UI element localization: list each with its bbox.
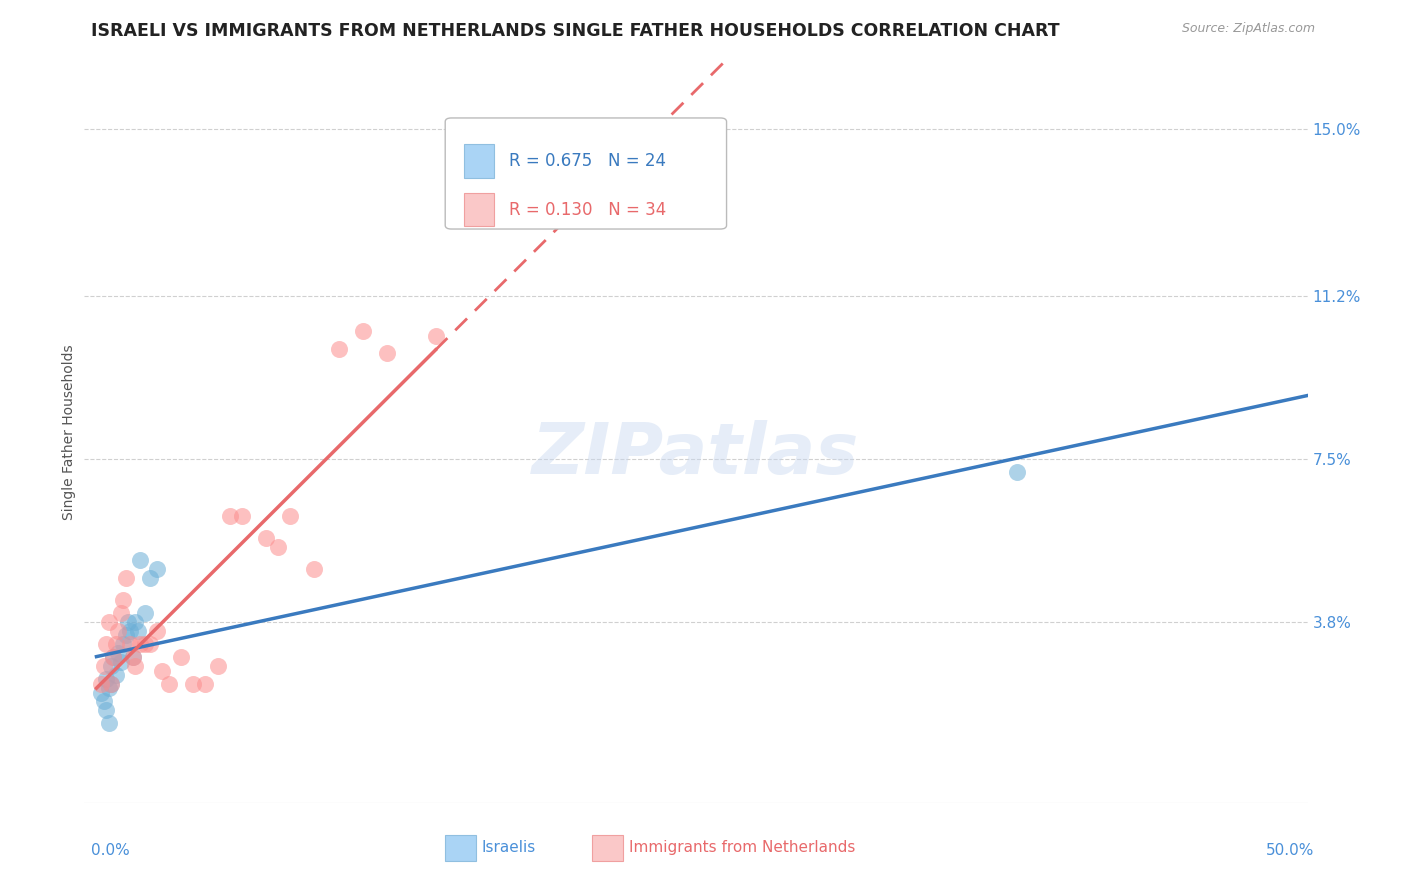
Point xyxy=(103,650,125,665)
Point xyxy=(267,540,290,554)
FancyBboxPatch shape xyxy=(446,118,727,229)
Text: ISRAELI VS IMMIGRANTS FROM NETHERLANDS SINGLE FATHER HOUSEHOLDS CORRELATION CHAR: ISRAELI VS IMMIGRANTS FROM NETHERLANDS S… xyxy=(91,22,1060,40)
Text: 50.0%: 50.0% xyxy=(1267,843,1315,858)
Point xyxy=(100,659,122,673)
Point xyxy=(100,677,122,691)
Y-axis label: Single Father Households: Single Father Households xyxy=(62,345,76,520)
Point xyxy=(425,328,447,343)
Point xyxy=(96,637,118,651)
Point xyxy=(218,509,240,524)
Point xyxy=(112,637,135,651)
Point xyxy=(90,677,112,691)
Point xyxy=(114,571,136,585)
Point xyxy=(157,677,180,691)
Point xyxy=(121,650,143,665)
FancyBboxPatch shape xyxy=(592,835,623,861)
Point xyxy=(139,571,162,585)
Point xyxy=(134,607,156,621)
Text: Source: ZipAtlas.com: Source: ZipAtlas.com xyxy=(1181,22,1315,36)
Text: 0.0%: 0.0% xyxy=(91,843,131,858)
Text: ZIPatlas: ZIPatlas xyxy=(533,420,859,490)
Point xyxy=(100,677,122,691)
Point xyxy=(129,637,152,651)
Point xyxy=(170,650,193,665)
Point xyxy=(104,668,127,682)
Point xyxy=(139,637,162,651)
FancyBboxPatch shape xyxy=(464,193,494,227)
Point xyxy=(110,655,132,669)
Point xyxy=(96,673,118,687)
Point xyxy=(120,624,142,638)
Point xyxy=(114,628,136,642)
Point xyxy=(278,509,301,524)
Point xyxy=(207,659,229,673)
Point xyxy=(121,650,143,665)
Point xyxy=(93,659,115,673)
Point xyxy=(1005,465,1028,479)
Point xyxy=(127,624,149,638)
Point xyxy=(117,615,139,629)
Text: R = 0.130   N = 34: R = 0.130 N = 34 xyxy=(509,201,666,219)
Point xyxy=(120,637,142,651)
FancyBboxPatch shape xyxy=(446,835,475,861)
Point xyxy=(110,607,132,621)
Point xyxy=(112,593,135,607)
Point xyxy=(146,624,169,638)
Point xyxy=(107,646,129,660)
Text: Israelis: Israelis xyxy=(482,839,536,855)
Point xyxy=(352,324,374,338)
Point xyxy=(146,562,169,576)
Point xyxy=(104,637,127,651)
Point xyxy=(254,532,277,546)
Point xyxy=(194,677,217,691)
Text: Immigrants from Netherlands: Immigrants from Netherlands xyxy=(628,839,855,855)
Point xyxy=(97,681,120,696)
Point xyxy=(97,716,120,731)
Point xyxy=(231,509,253,524)
Point xyxy=(124,615,146,629)
Point xyxy=(375,346,398,360)
Point xyxy=(93,694,115,708)
Text: R = 0.675   N = 24: R = 0.675 N = 24 xyxy=(509,152,666,170)
Point xyxy=(129,553,152,567)
Point xyxy=(107,624,129,638)
Point xyxy=(96,703,118,717)
Point xyxy=(304,562,326,576)
Point xyxy=(124,659,146,673)
Point xyxy=(328,342,350,356)
Point xyxy=(134,637,156,651)
Point xyxy=(183,677,205,691)
Point xyxy=(97,615,120,629)
FancyBboxPatch shape xyxy=(464,145,494,178)
Point xyxy=(90,685,112,699)
Point xyxy=(103,650,125,665)
Point xyxy=(150,664,173,678)
